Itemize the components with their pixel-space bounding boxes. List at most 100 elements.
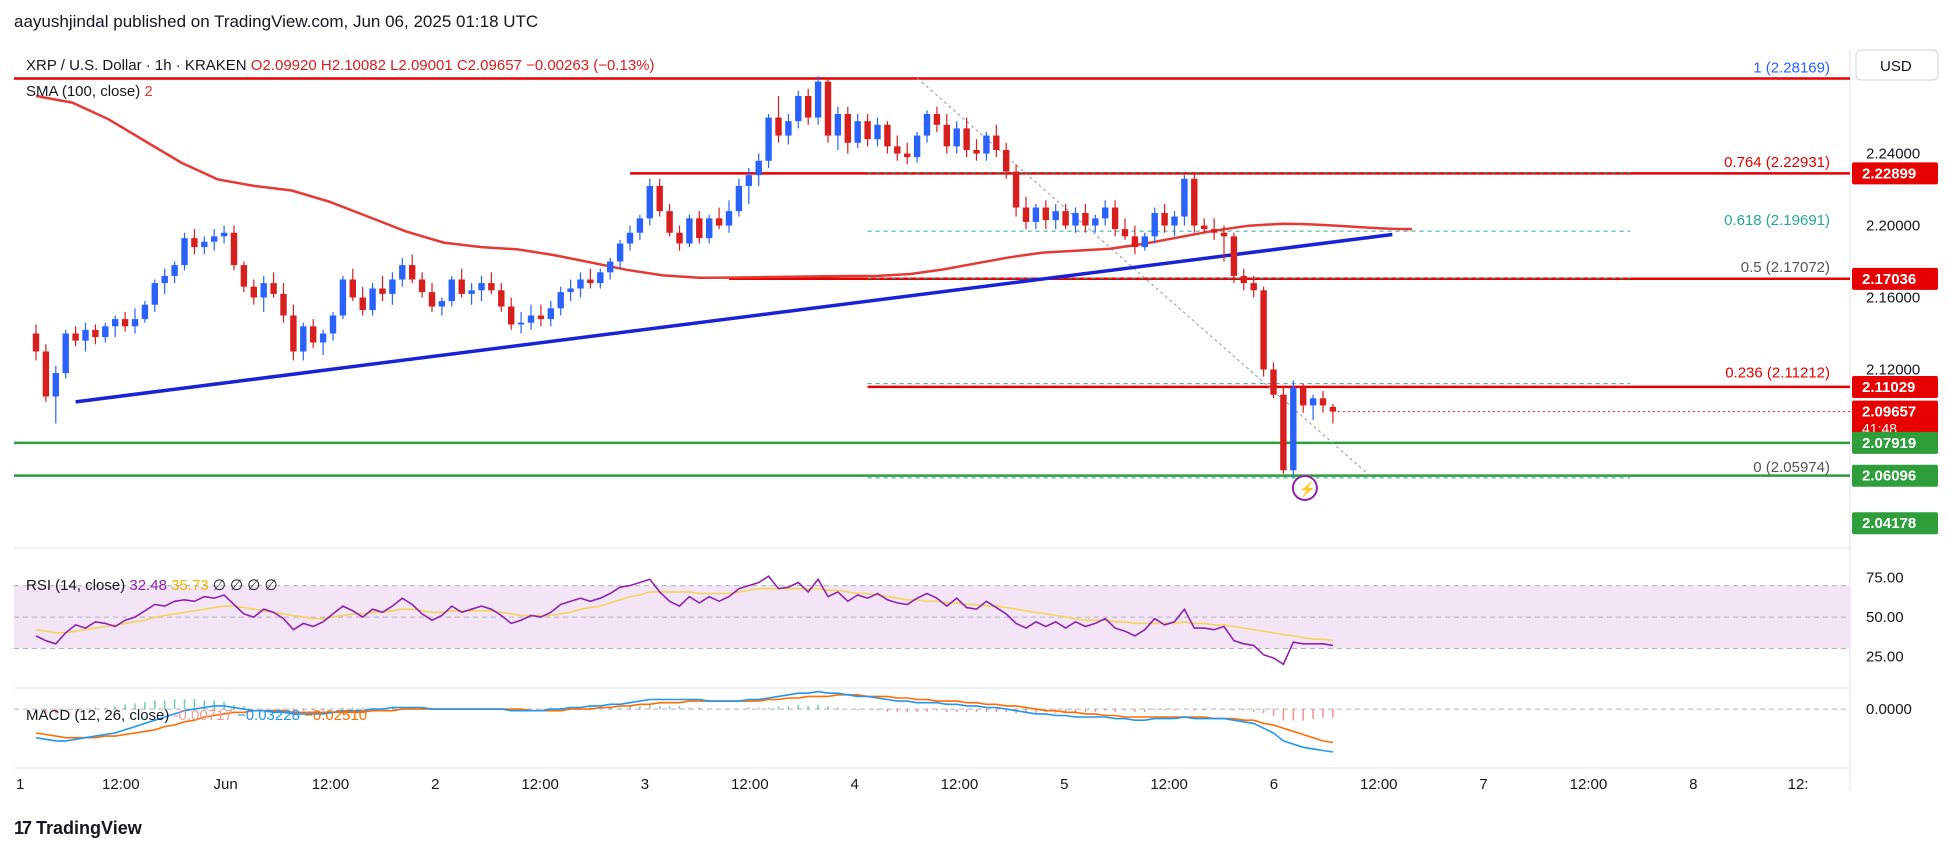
candle-body	[369, 288, 376, 311]
candle-body	[1201, 225, 1208, 230]
candle-body	[943, 124, 950, 147]
price-tick-label: 2.12000	[1866, 361, 1920, 378]
tradingview-brand: TradingView	[36, 818, 142, 838]
candle-body	[1250, 283, 1257, 291]
candle-body	[488, 283, 495, 291]
sma-legend[interactable]: SMA (100, close) 2	[26, 83, 153, 100]
sma-100-line	[35, 94, 1413, 279]
candle-body	[933, 113, 941, 125]
xrp-usd-chart[interactable]: 2.24000 2.20000 2.16000 2.12000 USD 1 (2.2816…	[0, 0, 1950, 790]
candle-body	[409, 265, 416, 280]
candle-body	[359, 297, 366, 311]
candle-body	[557, 292, 564, 309]
candle-body	[1309, 398, 1317, 406]
currency-button[interactable]	[1855, 49, 1939, 81]
candle-body	[310, 326, 317, 343]
candle-body	[260, 283, 267, 298]
candle-body	[389, 279, 396, 294]
rsi-legend-value: ∅	[230, 577, 247, 594]
alert-lightning-icon[interactable]	[1291, 474, 1318, 501]
candle-body	[676, 232, 683, 244]
candle-body	[607, 261, 614, 273]
candle-body	[478, 283, 485, 291]
legend-value: XRP / U.S. Dollar · 1h · KRAKEN	[26, 57, 251, 74]
candle-body	[1270, 369, 1277, 395]
legend-value: C2.09657	[457, 57, 526, 74]
price-tick-label: 2.16000	[1866, 290, 1920, 307]
candle-body	[913, 135, 921, 158]
candle-body	[1280, 394, 1287, 471]
time-tick-label: 3	[641, 776, 649, 790]
candle-body	[765, 117, 772, 161]
candle-body	[1111, 207, 1119, 230]
candle-body	[1072, 212, 1079, 226]
time-tick-label: 12:	[1788, 776, 1809, 790]
candle-body	[468, 290, 475, 294]
candle-body	[250, 286, 257, 298]
candle-body	[32, 333, 40, 352]
price-tick-label: 2.20000	[1866, 218, 1920, 235]
candle-body	[1121, 229, 1129, 237]
macd-legend[interactable]: MACD (12, 26, close) -0.00717 −0.03228 −…	[26, 707, 367, 724]
time-tick-label: 8	[1689, 776, 1697, 790]
time-tick-label: 12:00	[1570, 776, 1608, 790]
time-tick-label: 1	[16, 776, 24, 790]
price-tick-label: 2.24000	[1866, 146, 1920, 163]
candle-body	[745, 175, 752, 186]
candle-body	[72, 333, 79, 341]
candle-body	[547, 308, 554, 320]
candle-body	[280, 293, 287, 316]
candle-body	[567, 288, 574, 293]
candle-body	[151, 283, 158, 305]
tradingview-logo[interactable]: 17 TradingView	[14, 818, 142, 839]
rsi-legend[interactable]: RSI (14, close) 32.48 35.73 ∅ ∅ ∅ ∅	[26, 577, 278, 594]
candle-body	[715, 218, 723, 226]
candle-body	[785, 121, 792, 136]
price-badge-label: 2.06096	[1862, 468, 1916, 485]
candle-body	[42, 351, 50, 397]
price-badge-label: 2.09657	[1862, 404, 1916, 421]
macd-line	[35, 690, 1334, 753]
candle-body	[686, 218, 693, 244]
candle-body	[508, 306, 515, 325]
candle-body	[1062, 211, 1069, 226]
candle-body	[399, 265, 406, 280]
candle-body	[824, 81, 832, 136]
candle-body	[993, 135, 1000, 150]
candle-body	[1260, 290, 1267, 370]
candle-body	[597, 272, 604, 284]
time-tick-label: 6	[1270, 776, 1278, 790]
price-badge	[1852, 431, 1938, 454]
candle-body	[814, 81, 822, 118]
candle-body	[1191, 178, 1198, 226]
candle-body	[112, 319, 119, 327]
candle-body	[181, 238, 188, 266]
candle-body	[646, 185, 653, 219]
candle-body	[953, 128, 960, 147]
symbol-legend: XRP / U.S. Dollar · 1h · KRAKEN O2.09920…	[26, 57, 655, 74]
candle-body	[864, 121, 871, 140]
time-tick-label: 12:00	[1360, 776, 1398, 790]
candle-body	[636, 218, 644, 233]
candle-body	[1042, 207, 1049, 221]
price-badge-label: 2.22899	[1862, 165, 1916, 182]
ascending-trendline[interactable]	[75, 232, 1393, 404]
candle-body	[220, 232, 228, 237]
candle-body	[1181, 178, 1188, 217]
candle-body	[171, 265, 178, 276]
publisher-caption: aayushjindal published on TradingView.co…	[14, 12, 539, 31]
candle-body	[616, 243, 624, 262]
time-tick-label: 2	[431, 776, 439, 790]
time-tick-label: Jun	[214, 776, 238, 790]
fib-level-label: 1 (2.28169)	[1753, 60, 1830, 77]
candle-body	[755, 160, 762, 176]
currency-label: USD	[1880, 58, 1912, 75]
legend-value: H2.10082	[321, 57, 390, 74]
macd-legend-value: −0.02510	[304, 707, 367, 724]
candle-body	[102, 326, 109, 338]
price-badge-label: 2.11029	[1862, 379, 1915, 396]
candle-body	[963, 128, 970, 150]
price-badge	[1852, 162, 1938, 185]
candle-body	[884, 124, 891, 147]
macd-tick-label: 0.0000	[1866, 701, 1912, 718]
